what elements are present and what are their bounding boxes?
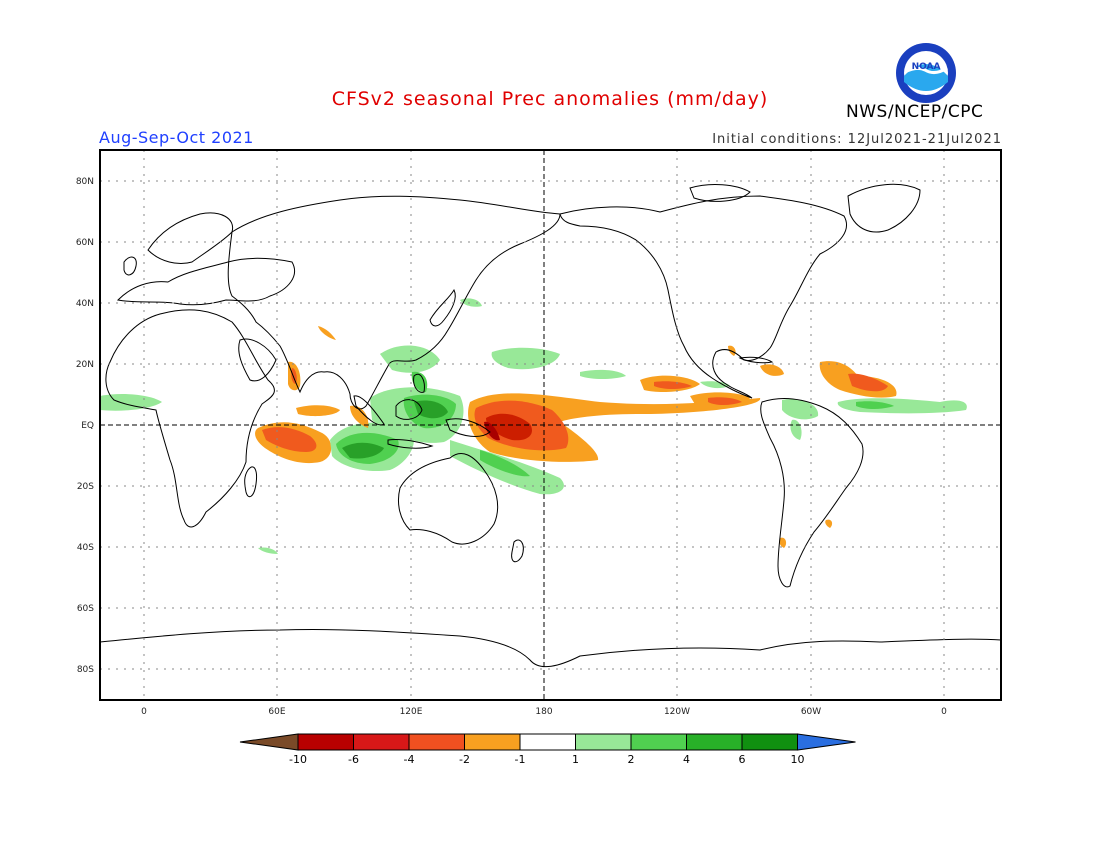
colorbar-label: -2 [459, 753, 470, 766]
coastline-new-guinea [445, 418, 491, 437]
colorbar-swatch [297, 733, 354, 751]
coastline-java [387, 439, 434, 449]
colorbar-label: 4 [683, 753, 690, 766]
colorbar-swatch [408, 733, 465, 751]
lat-label: 60N [76, 238, 94, 248]
lon-label: 0 [941, 707, 947, 717]
colorbar: -10 -6 -4 -2 -1 1 2 4 6 10 [239, 733, 856, 766]
lat-label: EQ [81, 421, 94, 431]
colorbar-label: 6 [739, 753, 746, 766]
chart-title: CFSv2 seasonal Prec anomalies (mm/day) [331, 88, 769, 110]
lon-label: 60E [268, 707, 285, 717]
coastline-asia [227, 195, 561, 410]
lon-label: 60W [801, 707, 821, 717]
map-frame [99, 149, 1002, 701]
lat-label: 60S [77, 604, 94, 614]
colorbar-label: 2 [628, 753, 635, 766]
coastline-new-zealand [511, 539, 524, 563]
coastline-layer [100, 183, 1001, 668]
colorbar-label: -6 [348, 753, 359, 766]
lat-label: 40S [77, 543, 94, 553]
coastline-greenland [847, 183, 921, 233]
lat-label: 80S [77, 665, 94, 675]
colorbar-label: -4 [404, 753, 415, 766]
coastline-europe [116, 257, 295, 306]
lat-labels: 80N 60N 40N 20N EQ 20S 40S 60S 80S [76, 177, 94, 675]
lon-label: 0 [141, 707, 147, 717]
coastline-japan [429, 288, 456, 327]
lat-label: 80N [76, 177, 94, 187]
colorbar-swatch [630, 733, 687, 751]
colorbar-label: 1 [572, 753, 579, 766]
colorbar-swatch [464, 733, 521, 751]
colorbar-swatch [741, 733, 798, 751]
coastline-antarctica [100, 628, 1001, 668]
coastline-cuba [738, 356, 774, 364]
lon-label: 120E [400, 707, 423, 717]
colorbar-swatch [575, 733, 632, 751]
lon-labels: 0 60E 120E 180 120W 60W 0 [141, 707, 947, 717]
colorbar-arrow-high [797, 733, 856, 751]
lat-label: 40N [76, 299, 94, 309]
agency-label: NWS/NCEP/CPC [846, 102, 984, 122]
initial-conditions-label: Initial conditions: 12Jul2021-21Jul2021 [712, 132, 1002, 147]
noaa-logo: NOAA [896, 43, 956, 103]
coastline-australia [397, 453, 499, 545]
colorbar-swatch [353, 733, 410, 751]
colorbar-swatch [519, 733, 576, 751]
colorbar-label: 10 [791, 753, 805, 766]
lat-label: 20N [76, 360, 94, 370]
coastline-scandinavia [147, 212, 234, 264]
colorbar-arrow-low [239, 733, 299, 751]
period-label: Aug-Sep-Oct 2021 [99, 128, 254, 147]
coastline-africa [105, 309, 275, 528]
colorbar-label: -10 [289, 753, 307, 766]
coastline-philippines [413, 373, 425, 393]
logo-text: NOAA [912, 62, 941, 72]
lat-label: 20S [77, 482, 94, 492]
lon-label: 120W [664, 707, 690, 717]
colorbar-swatch [686, 733, 743, 751]
coastline-north-america [559, 195, 847, 399]
coastline-britain [123, 256, 137, 276]
coastline-borneo [395, 399, 423, 420]
coastline-arctic-islands [689, 184, 751, 202]
coastline-madagascar [244, 466, 257, 498]
anomaly-layer [100, 298, 967, 554]
coastline-sumatra [353, 395, 385, 426]
colorbar-label: -1 [515, 753, 526, 766]
lon-label: 180 [535, 707, 552, 717]
coastline-arabia [238, 338, 277, 382]
coastline-south-america [760, 398, 864, 588]
